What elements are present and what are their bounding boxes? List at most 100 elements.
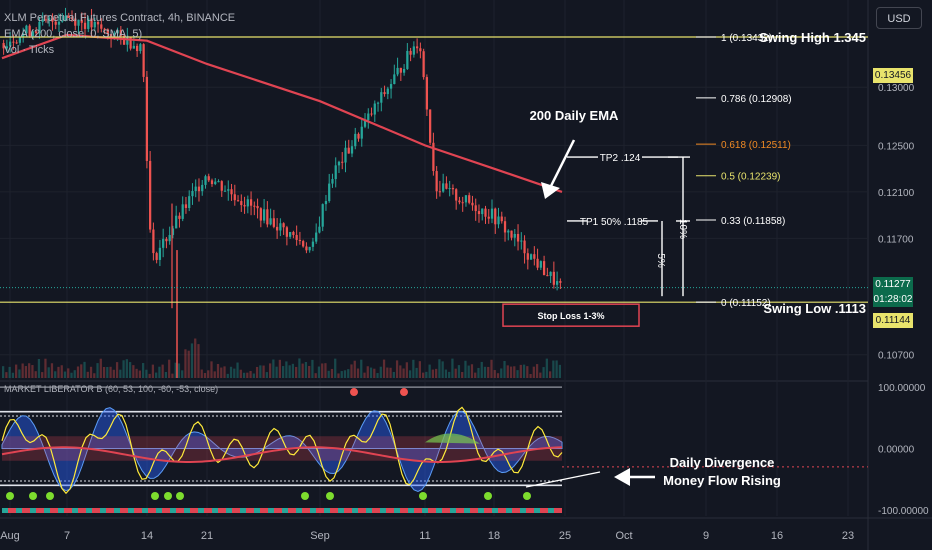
candle-body xyxy=(223,190,227,192)
volume-bar xyxy=(548,371,552,378)
volume-bar xyxy=(405,362,408,378)
candle-body xyxy=(406,50,409,69)
candle-body xyxy=(227,189,230,191)
chart-title: XLM Perpetual Futures Contract, 4h, BINA… xyxy=(4,12,236,24)
volume-bar xyxy=(177,363,181,378)
signal-bar-segment xyxy=(86,508,92,513)
ema-indicator-legend[interactable]: EMA (200, close, 0, SMA, 5) xyxy=(4,28,143,40)
candle-body xyxy=(461,202,464,204)
candle-body xyxy=(419,48,422,52)
volume-bar xyxy=(438,359,441,378)
time-axis-tick: 11 xyxy=(419,530,430,542)
volume-bar xyxy=(311,359,314,378)
volume-bar xyxy=(164,371,168,378)
volume-bar xyxy=(444,369,448,378)
volume-bar xyxy=(539,372,542,378)
candle-body xyxy=(220,181,223,191)
candle-body xyxy=(269,218,272,225)
signal-bar-segment xyxy=(366,508,372,513)
candle-body xyxy=(292,231,295,235)
volume-bar xyxy=(493,370,496,378)
currency-button[interactable]: USD xyxy=(876,7,922,29)
stop-loss-box xyxy=(502,303,640,327)
volume-bar xyxy=(194,338,197,378)
candle-body xyxy=(51,18,54,22)
candle-body xyxy=(266,209,269,225)
candle-body xyxy=(168,234,171,242)
volume-bar xyxy=(363,372,366,378)
volume-bar xyxy=(278,359,281,378)
signal-bar-segment xyxy=(338,508,344,513)
buy-signal-dot xyxy=(29,492,37,500)
candle-body xyxy=(9,41,12,47)
candle-body xyxy=(106,29,109,35)
signal-bar-segment xyxy=(464,508,470,513)
candle-body xyxy=(510,230,513,238)
candle-body xyxy=(354,133,357,147)
candle-body xyxy=(399,67,402,73)
volume-bar xyxy=(343,370,347,378)
volume-bar xyxy=(425,371,428,378)
candle-body xyxy=(28,25,31,37)
volume-bar xyxy=(412,359,415,378)
candle-body xyxy=(523,240,526,254)
candle-body xyxy=(471,202,474,206)
signal-bar-segment xyxy=(156,508,162,513)
ten-percent-label: 10% xyxy=(677,219,688,239)
volume-bar xyxy=(213,371,216,378)
candle-body xyxy=(529,254,533,260)
signal-bar-segment xyxy=(128,508,134,513)
volume-bar xyxy=(496,373,500,378)
volume-bar xyxy=(321,363,324,378)
volume-bar xyxy=(8,366,11,378)
candle-body xyxy=(546,275,549,277)
candle-body xyxy=(178,215,181,219)
volume-bar xyxy=(382,359,386,378)
candle-body xyxy=(279,223,282,231)
volume-bar xyxy=(31,365,34,378)
volume-bar xyxy=(34,371,37,378)
candle-body xyxy=(448,188,451,190)
volume-bar xyxy=(545,358,548,378)
volume-bar xyxy=(435,368,438,378)
volume-bar xyxy=(93,373,96,378)
volume-bar xyxy=(360,359,363,378)
volume-bar xyxy=(522,364,526,378)
volume-bar xyxy=(168,359,171,378)
candle-body xyxy=(464,195,468,203)
candle-body xyxy=(331,179,334,184)
candle-body xyxy=(367,113,370,121)
signal-bar-segment xyxy=(268,508,274,513)
candle-body xyxy=(438,191,442,193)
volume-bar xyxy=(37,358,41,378)
volume-bar xyxy=(532,366,535,378)
candle-body xyxy=(285,227,289,237)
volume-bar xyxy=(181,370,184,378)
candle-body xyxy=(210,180,214,185)
candle-body xyxy=(80,19,83,23)
candle-body xyxy=(302,241,305,247)
signal-bar-segment xyxy=(282,508,288,513)
candle-body xyxy=(122,35,126,45)
oscillator-slow-line xyxy=(1,446,563,463)
candle-body xyxy=(25,25,28,34)
volume-indicator-legend[interactable]: Vol · Ticks xyxy=(4,44,55,56)
volume-bar xyxy=(461,372,464,378)
volume-bar xyxy=(467,365,470,378)
oscillator-fast-line xyxy=(1,406,563,495)
volume-bar xyxy=(513,366,516,378)
volume-bar xyxy=(288,365,291,378)
buy-signal-dot xyxy=(6,492,14,500)
candle-body xyxy=(262,209,266,221)
volume-bar xyxy=(5,372,8,378)
volume-bar xyxy=(301,363,304,378)
candle-body xyxy=(217,181,220,183)
candle-body xyxy=(282,223,285,228)
candle-body xyxy=(236,200,240,202)
volume-bar xyxy=(233,368,236,378)
volume-bar xyxy=(259,365,262,378)
volume-bar xyxy=(242,372,246,378)
volume-bar xyxy=(18,369,21,378)
candle-body xyxy=(48,18,51,21)
